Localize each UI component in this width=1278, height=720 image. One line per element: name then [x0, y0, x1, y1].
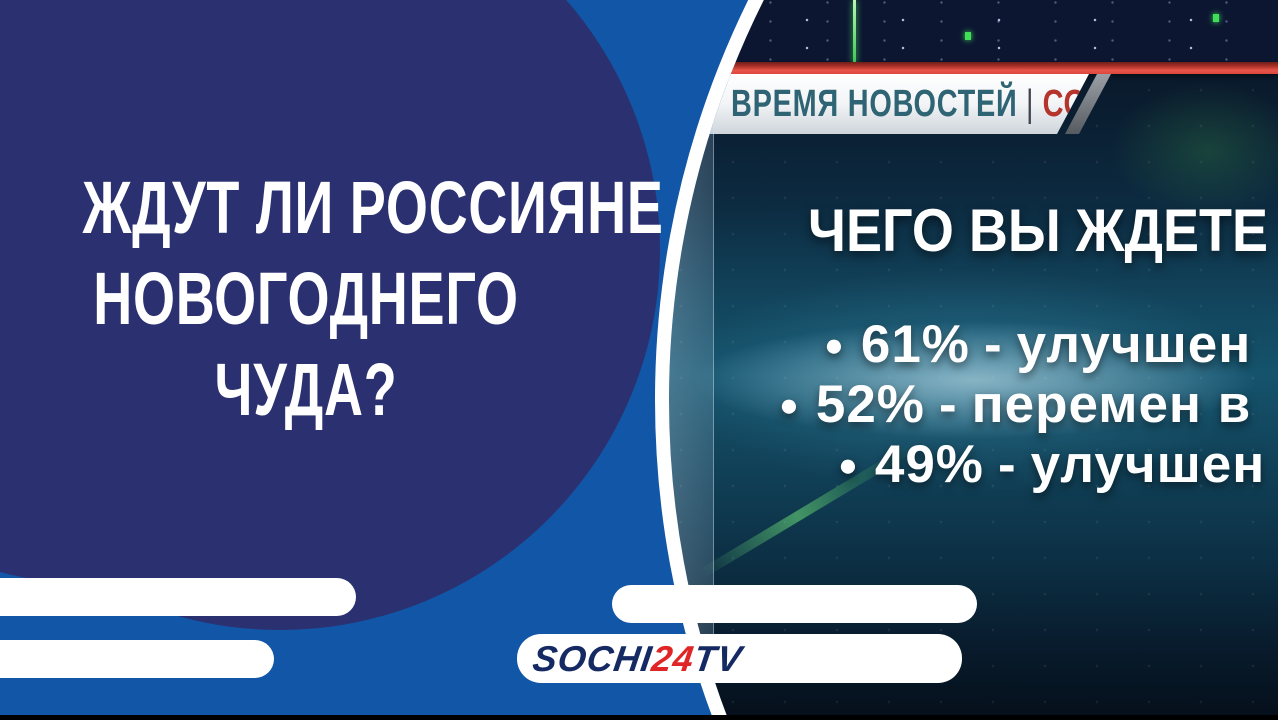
headline-line-1: ЖДУТ ЛИ РОССИЯНЕ — [82, 166, 664, 249]
bullet-icon: ● — [824, 326, 845, 363]
green-laser-line — [853, 0, 856, 64]
green-dot — [965, 32, 971, 40]
bullet-icon: ● — [779, 386, 800, 423]
channel-logo: SOCHI 24 TV — [517, 634, 962, 683]
logo-tv: TV — [691, 637, 746, 679]
channel-logo-text: SOCHI 24 TV — [530, 638, 745, 680]
poll-item: ● 52% - перемен в — [779, 377, 1251, 439]
news-banner: ВРЕМЯ НОВОСТЕЙ | СОЧИ — [663, 74, 1089, 134]
letterbox-bar — [0, 715, 1278, 720]
decor-bar — [612, 585, 977, 623]
poll-value: 49% — [874, 435, 984, 494]
green-dot — [1213, 14, 1219, 22]
headline: ЖДУТ ЛИ РОССИЯНЕ НОВОГОДНЕГО ЧУДА? — [0, 162, 664, 435]
decor-bar — [0, 640, 274, 678]
poll-item: ● 61% - улучшен — [824, 317, 1251, 379]
program-title: ВРЕМЯ НОВОСТЕЙ — [731, 82, 1018, 125]
green-glow — [1078, 60, 1278, 240]
headline-line-2: НОВОГОДНЕГО — [93, 257, 519, 340]
poll-label: перемен в — [971, 375, 1252, 434]
decor-bar — [0, 578, 356, 616]
poll-item: ● 49% - улучшен — [838, 437, 1265, 499]
poll-dash: - — [997, 435, 1017, 494]
poll-label: улучшен — [1030, 435, 1266, 494]
poll-label: улучшен — [1016, 315, 1252, 374]
poll-dash: - — [983, 315, 1003, 374]
headline-line-3: ЧУДА? — [214, 348, 398, 431]
light-streak — [669, 305, 1278, 455]
poll-question: ЧЕГО ВЫ ЖДЕТЕ О — [808, 197, 1278, 264]
logo-sochi: SOCHI — [530, 637, 655, 679]
logo-24: 24 — [649, 637, 698, 679]
starfield-band — [669, 0, 1278, 63]
poll-value: 61% — [860, 315, 970, 374]
separator-bar: | — [1025, 82, 1035, 125]
red-stripe — [669, 62, 1278, 74]
poll-value: 52% — [815, 375, 925, 434]
poll-dash: - — [938, 375, 958, 434]
bullet-icon: ● — [838, 446, 859, 483]
